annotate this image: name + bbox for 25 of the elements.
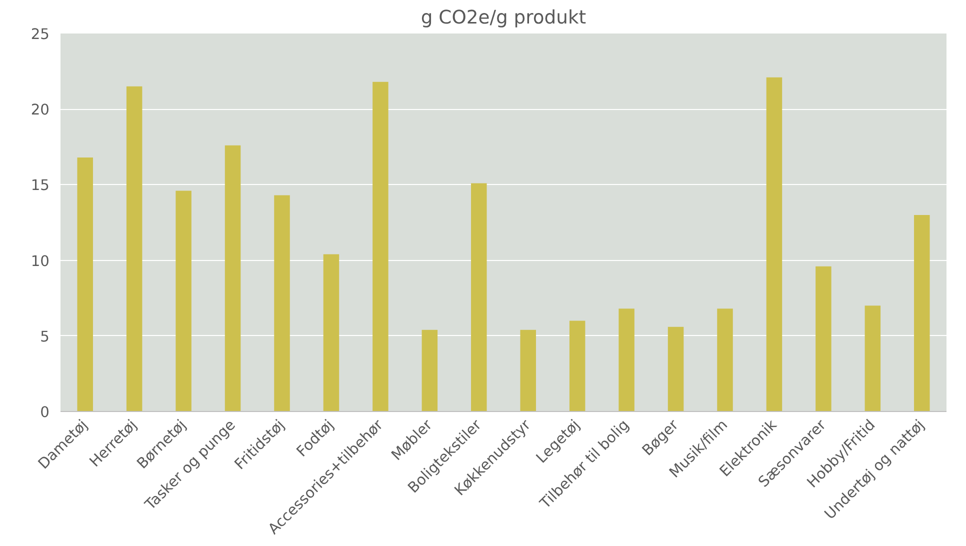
bar — [274, 195, 290, 412]
bar — [372, 82, 388, 412]
bar — [422, 330, 438, 412]
y-tick-label: 15 — [30, 177, 50, 194]
y-tick-label: 20 — [30, 102, 50, 119]
y-tick-label: 5 — [40, 328, 50, 346]
bar — [176, 190, 192, 412]
y-tick-label: 25 — [30, 26, 50, 43]
bar — [520, 330, 536, 412]
bar — [471, 183, 487, 412]
bar — [864, 306, 881, 412]
bar — [323, 254, 340, 412]
bar — [618, 308, 634, 412]
bar — [126, 86, 142, 412]
bar — [668, 326, 684, 412]
y-tick-label: 10 — [30, 252, 50, 270]
bar — [77, 157, 93, 412]
bar — [224, 145, 241, 412]
bar — [816, 266, 832, 412]
chart-title: g CO2e/g produkt — [420, 8, 586, 28]
bar — [717, 308, 733, 412]
bar — [569, 320, 586, 412]
y-tick-label: 0 — [40, 404, 50, 421]
bar — [766, 77, 782, 412]
bar — [914, 214, 930, 412]
